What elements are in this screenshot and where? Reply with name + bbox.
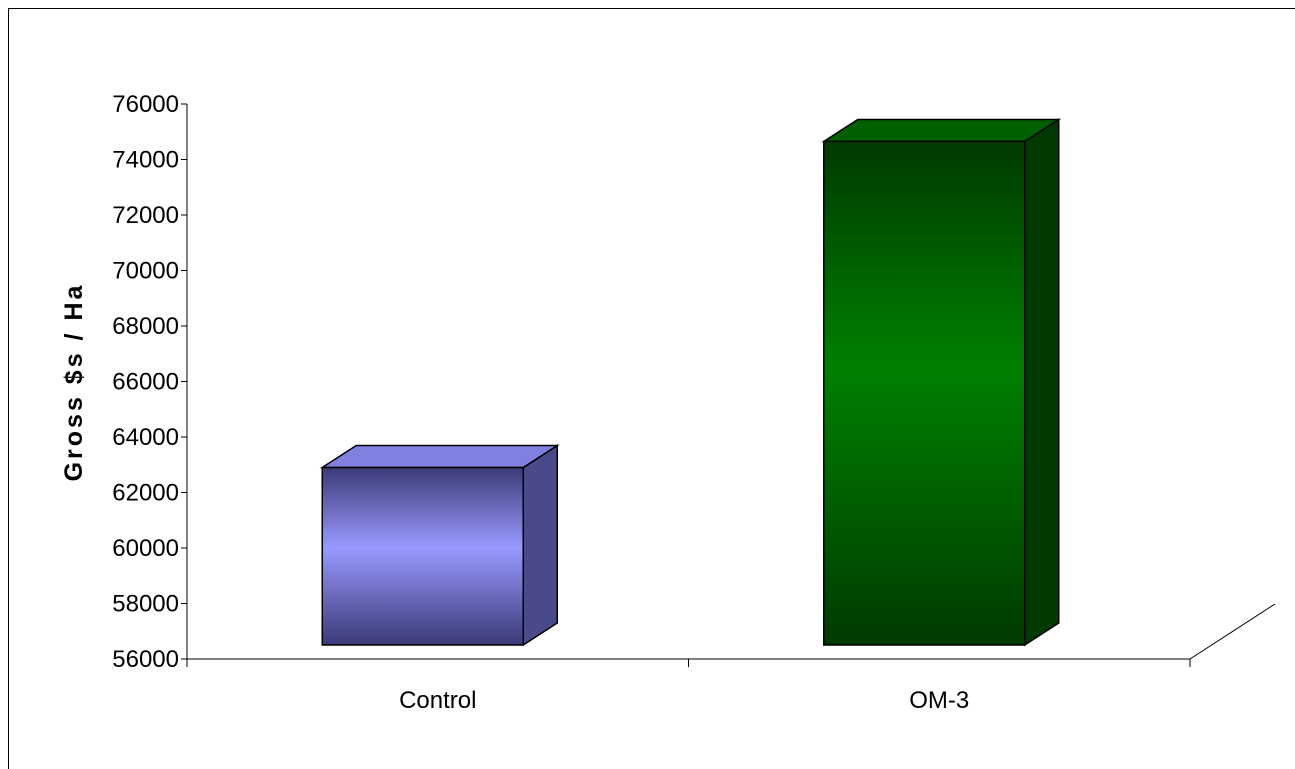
floor-depth-edge [1189,603,1276,660]
y-tick-label: 60000 [112,535,179,562]
y-tick-group: 76000 74000 72000 70000 68000 66000 64000 62000… [112,91,187,673]
bar-top-control [319,444,560,469]
bar-top-om-3 [821,118,1062,143]
x-category-group: Control OM-3 [186,659,1191,714]
bar-control [321,466,524,646]
y-tick-label: 72000 [112,202,179,229]
y-tick-label: 56000 [112,646,179,673]
y-tick-label: 62000 [112,480,179,507]
bars-group [319,118,1062,647]
y-tick-label: 58000 [112,591,179,618]
y-tick-label: 74000 [112,147,179,174]
x-category-label: Control [399,687,476,714]
x-category-label: OM-3 [909,687,969,714]
y-tick-label: 70000 [112,258,179,285]
y-tick-label: 64000 [112,424,179,451]
bar-side-om-3 [1024,118,1060,647]
bar-om-3 [823,140,1026,646]
bar-side-control [522,444,558,647]
y-axis-title: Gross $s / Ha [60,283,88,482]
y-tick-label: 66000 [112,369,179,396]
y-tick-label: 76000 [112,91,179,118]
y-tick-label: 68000 [112,313,179,340]
plot-frame [8,8,1295,769]
